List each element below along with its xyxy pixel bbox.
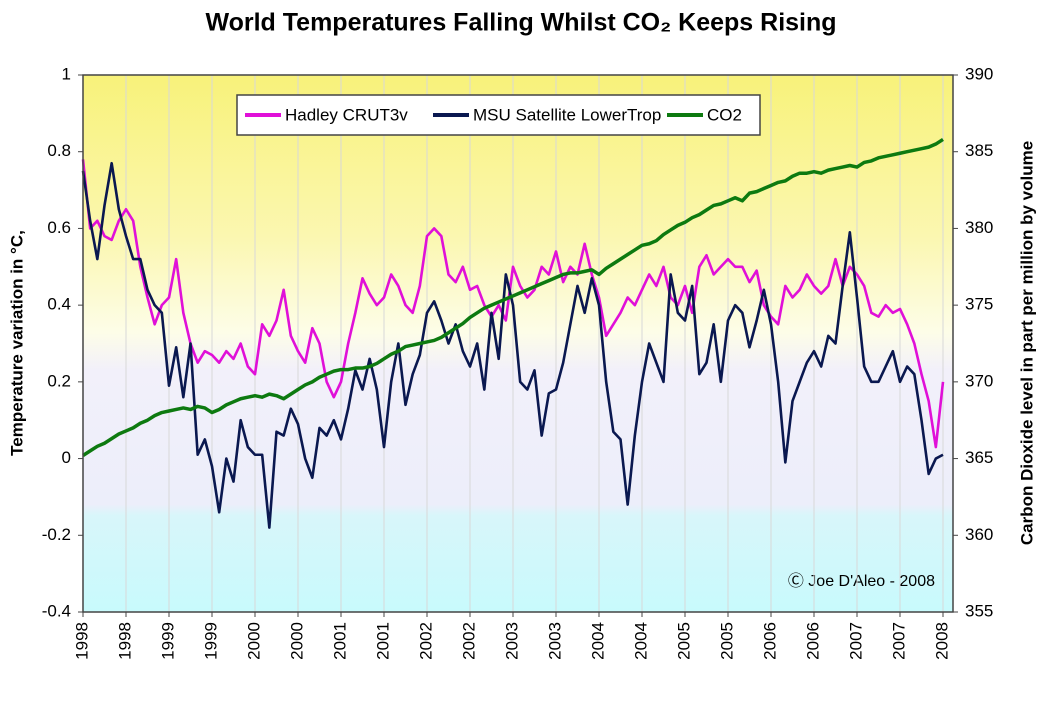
y-tick-label: -0.4 [42,601,71,620]
x-tick-label: 2001 [330,622,349,660]
plot-frame [82,74,954,613]
x-tick-label: 2005 [674,622,693,660]
y2-tick-label: 365 [965,448,993,467]
x-tick-label: 2000 [244,622,263,660]
y2-axis-label: Carbon Dioxide level in part per million… [1017,141,1036,545]
legend-label: Hadley CRUT3v [285,105,408,124]
grid [82,75,944,612]
series-line [81,159,945,449]
x-tick-label: 2005 [717,622,736,660]
y2-tick-label: 390 [965,64,993,83]
series-line [82,137,944,457]
y-tick-label: 0.4 [47,295,71,314]
plot-background [83,75,953,612]
legend: Hadley CRUT3v MSU Satellite LowerTrop CO2 [236,94,761,136]
y-axis-label: Temperature variation in °C, [7,230,26,456]
lines [81,137,945,529]
y2-tick-label: 385 [965,141,993,160]
legend-box [236,94,761,136]
x-tick-label: 2007 [889,622,908,660]
x-tick-label: 2008 [932,622,951,660]
x-tick-label: 2001 [373,622,392,660]
x-tick-label: 2004 [588,622,607,660]
chart-title: World Temperatures Falling Whilst CO₂ Ke… [205,9,836,37]
y-tick-label: 0.2 [47,371,71,390]
y2-tick-label: 355 [965,601,993,620]
x-tick-label: 2004 [631,622,650,660]
x-tick-label: 2006 [760,622,779,660]
y2-tick-label: 370 [965,371,993,390]
y2-tick-label: 375 [965,295,993,314]
x-tick-label: 2003 [502,622,521,660]
x-tick-label: 2007 [846,622,865,660]
y2-tick-label: 380 [965,218,993,237]
y-tick-label: -0.2 [42,525,71,544]
y2-tick-label: 360 [965,525,993,544]
annotation: Ⓒ Joe D'Aleo - 2008 [788,572,935,590]
x-tick-label: 2002 [459,622,478,660]
x-tick-label: 1999 [201,622,220,660]
legend-label: MSU Satellite LowerTrop [473,105,661,124]
y-tick-label: 1 [62,64,71,83]
x-tick-label: 2006 [803,622,822,660]
x-tick-label: 1999 [158,622,177,660]
x-tick-label: 2003 [545,622,564,660]
x-tick-label: 1998 [115,622,134,660]
x-tick-label: 2000 [287,622,306,660]
x-tick-label: 1998 [72,622,91,660]
y-tick-label: 0.6 [47,218,71,237]
y-tick-label: 0.8 [47,141,71,160]
legend-label: CO2 [707,105,742,124]
series-line [81,161,944,529]
y-tick-label: 0 [62,448,71,467]
x-tick-label: 2002 [416,622,435,660]
